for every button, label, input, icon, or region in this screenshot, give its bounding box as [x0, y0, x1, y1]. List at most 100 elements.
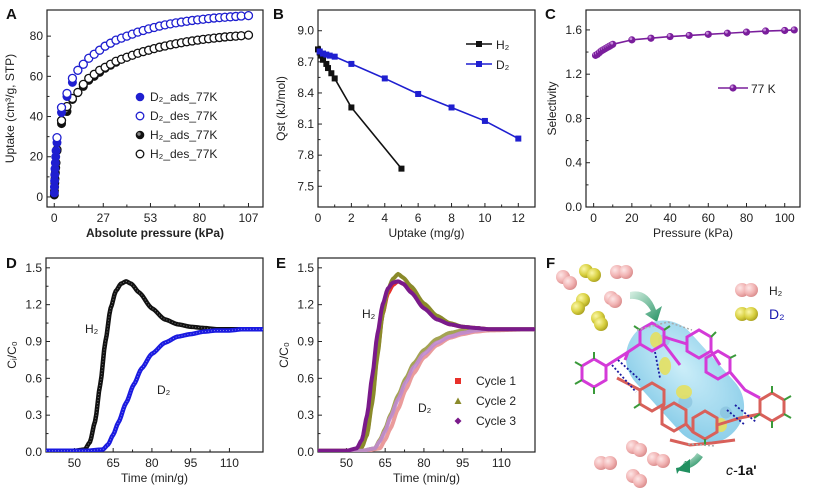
x-tick-label: 2: [348, 211, 355, 225]
arrow-in-icon: [630, 291, 662, 322]
series-77k: [591, 26, 798, 59]
chart-d: 50 65 80 95 110 0.0 0.3 0.6 0.9 1.2 1.5 Time (min/g…: [5, 257, 264, 485]
data-point: [723, 29, 731, 37]
hydrogen-atoms: [633, 386, 792, 446]
legend-marker: [476, 41, 482, 47]
h2-molecule: [626, 469, 647, 488]
x-axis-label: Time (min/g): [121, 471, 188, 485]
data-point: [381, 75, 388, 82]
series-h--des-77k: [52, 30, 254, 155]
legend-d2-label: D₂: [769, 306, 785, 322]
y-tick-label: 1.5: [25, 261, 42, 275]
plot-frame: [317, 257, 536, 453]
series-marker-texture: [46, 280, 263, 452]
legend-marker: [729, 84, 737, 92]
data-point: [52, 132, 62, 143]
series-h-: [46, 279, 263, 452]
data-point-highlight: [686, 32, 690, 36]
h2-molecule: [594, 456, 617, 470]
x-tick-label: 6: [415, 211, 422, 225]
h2-molecule: [626, 440, 647, 457]
legend-label: H₂: [496, 38, 510, 52]
data-point-highlight: [763, 28, 767, 32]
data-point: [67, 73, 78, 83]
data-point: [348, 60, 355, 67]
data-point-highlight: [629, 37, 633, 41]
y-tick-label: 0.0: [565, 200, 582, 214]
y-tick-label: 0.9: [25, 334, 42, 348]
legend-marker: [135, 111, 145, 121]
x-tick-label: 27: [97, 211, 111, 225]
series-cycle-3: [318, 279, 535, 452]
data-point-highlight: [724, 30, 728, 34]
data-point-highlight: [791, 27, 795, 31]
h2-molecule: [610, 265, 633, 279]
y-tick-label: 0.8: [565, 111, 582, 125]
data-point: [325, 65, 332, 72]
annotation-d2-d: D₂: [157, 383, 171, 397]
x-tick-label: 95: [184, 456, 198, 470]
data-point: [323, 51, 330, 58]
y-axis-label: C/C₀: [277, 342, 291, 368]
series-h-: [315, 46, 405, 172]
legend-h2-molecule-icon: [735, 283, 758, 297]
y-axis-label: Selectivity: [545, 81, 559, 135]
x-tick-label: 95: [456, 456, 470, 470]
y-tick-label: 0.3: [297, 408, 314, 422]
data-point: [415, 90, 422, 97]
legend-label: D₂_ads_77K: [150, 90, 217, 104]
legend: Cycle 1 Cycle 2 Cycle 3: [454, 374, 516, 428]
data-point: [762, 27, 770, 35]
series-marker-texture: [46, 328, 263, 452]
data-point: [481, 117, 488, 124]
legend-label: H₂_des_77K: [150, 147, 217, 161]
data-point: [742, 28, 751, 36]
x-axis-label: Uptake (mg/g): [388, 226, 464, 240]
panel-label-e: E: [276, 255, 286, 272]
plot-frame: [46, 9, 264, 208]
plot-frame: [45, 257, 264, 453]
y-tick-label: 0.0: [25, 445, 42, 459]
d2-molecule: [571, 293, 590, 315]
data-point: [326, 52, 333, 59]
y-tick-label: 0.0: [297, 445, 314, 459]
series-d--des-77k: [52, 10, 254, 143]
data-point: [790, 26, 798, 34]
x-tick-label: 4: [381, 211, 388, 225]
data-point-highlight: [610, 41, 614, 45]
x-tick-label: 107: [238, 211, 258, 225]
x-axis-label: Absolute pressure (kPa): [86, 226, 224, 240]
legend-marker: [135, 149, 145, 159]
data-point-highlight: [705, 31, 709, 35]
y-tick-label: 1.5: [297, 261, 314, 275]
x-tick-label: 12: [512, 211, 526, 225]
x-tick-label: 50: [340, 456, 354, 470]
panel-label-a: A: [6, 6, 17, 23]
y-tick-label: 8.7: [297, 55, 314, 69]
legend: D₂_ads_77K D₂_des_77K H₂_ads_77K H₂_des_77K: [135, 90, 217, 161]
d2-in-cavity: [676, 385, 692, 399]
y-tick-label: 8.4: [297, 86, 314, 100]
data-point: [647, 34, 655, 42]
data-point: [448, 104, 455, 111]
legend-label: H₂_ads_77K: [150, 128, 217, 142]
y-axis-label: Cᵢ/C₀: [5, 341, 19, 369]
panel-label-c: C: [545, 6, 556, 23]
panel-label-d: D: [6, 255, 17, 272]
series-h2-line: [318, 279, 535, 452]
data-point-highlight: [782, 27, 786, 31]
x-tick-label: 0: [315, 211, 322, 225]
series-d2-line: [318, 327, 535, 452]
data-point: [628, 36, 636, 44]
data-point: [73, 87, 83, 98]
d2-molecule: [579, 264, 601, 282]
hydrogen-atoms: [574, 325, 737, 394]
structure-label: c-1a': [726, 462, 757, 478]
x-tick-label: 80: [145, 456, 159, 470]
legend-marker: [455, 378, 461, 384]
x-tick-label: 60: [702, 211, 716, 225]
legend-marker: [476, 61, 482, 67]
data-point: [62, 88, 72, 99]
y-tick-label: 20: [30, 150, 44, 164]
data-point-highlight: [667, 33, 671, 37]
